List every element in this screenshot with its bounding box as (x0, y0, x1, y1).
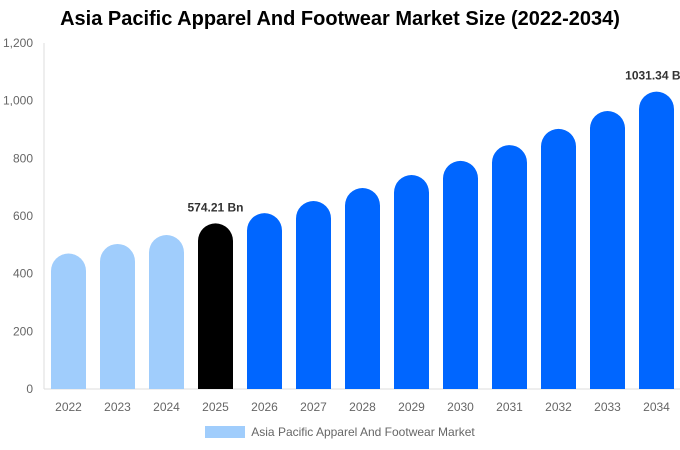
bar-2030 (443, 160, 478, 389)
x-tick-label: 2030 (447, 400, 474, 414)
bar-2033 (590, 111, 625, 389)
x-tick-label: 2028 (349, 400, 376, 414)
chart-title: Asia Pacific Apparel And Footwear Market… (60, 8, 620, 30)
x-tick-label: 2026 (251, 400, 278, 414)
y-tick-label: 800 (13, 151, 33, 165)
y-tick-label: 600 (13, 209, 33, 223)
legend-label: Asia Pacific Apparel And Footwear Market (251, 425, 475, 439)
x-tick-label: 2032 (545, 400, 572, 414)
bar-2024 (149, 235, 184, 389)
x-tick-label: 2024 (153, 400, 180, 414)
x-tick-label: 2029 (398, 400, 425, 414)
x-tick-label: 2022 (55, 400, 82, 414)
data-label-2034: 1031.34 Bn (625, 69, 680, 83)
bar-2025 (198, 223, 233, 389)
bar-2026 (247, 213, 282, 389)
bar-2034 (639, 91, 674, 389)
bar-2031 (492, 145, 527, 389)
x-tick-label: 2023 (104, 400, 131, 414)
bar-2029 (394, 175, 429, 389)
data-label-2025: 574.21 Bn (187, 200, 243, 214)
bar-2022 (51, 253, 86, 389)
y-tick-label: 1,200 (3, 36, 33, 50)
x-tick-label: 2027 (300, 400, 327, 414)
y-tick-label: 200 (13, 324, 33, 338)
x-tick-label: 2031 (496, 400, 523, 414)
x-tick-label: 2025 (202, 400, 229, 414)
x-tick-label: 2033 (594, 400, 621, 414)
bar-2032 (541, 128, 576, 389)
x-tick-label: 2034 (643, 400, 670, 414)
y-tick-label: 0 (26, 382, 33, 396)
y-tick-label: 1,000 (3, 94, 33, 108)
bar-2028 (345, 188, 380, 389)
bar-2027 (296, 201, 331, 389)
legend-swatch (205, 426, 246, 438)
y-tick-label: 400 (13, 267, 33, 281)
bar-2023 (100, 243, 135, 389)
legend[interactable]: Asia Pacific Apparel And Footwear Market (0, 425, 680, 439)
